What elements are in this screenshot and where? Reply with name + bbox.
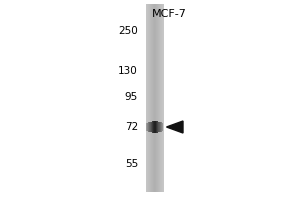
Bar	[159, 122, 160, 132]
Bar	[147, 4, 148, 192]
Bar	[157, 122, 158, 132]
Bar	[146, 123, 147, 131]
Bar	[151, 4, 152, 192]
Bar	[152, 122, 153, 132]
Bar	[156, 4, 157, 192]
Bar	[158, 122, 159, 132]
Bar	[156, 121, 157, 133]
Bar	[150, 122, 151, 132]
Bar	[158, 122, 159, 132]
Text: 95: 95	[125, 92, 138, 102]
Bar	[160, 4, 161, 192]
Bar	[160, 122, 161, 132]
Bar	[158, 4, 159, 192]
Bar	[146, 4, 147, 192]
Bar	[160, 122, 161, 132]
Bar	[146, 4, 147, 192]
Bar	[161, 122, 162, 132]
Bar	[162, 123, 163, 131]
Bar	[161, 4, 162, 192]
Bar	[152, 121, 153, 133]
Bar	[156, 121, 157, 133]
Bar	[157, 4, 158, 192]
Bar	[153, 121, 154, 133]
Bar	[160, 4, 161, 192]
Bar	[152, 4, 153, 192]
Bar	[150, 4, 151, 192]
Bar	[162, 4, 163, 192]
Bar	[155, 121, 156, 133]
Bar	[155, 4, 156, 192]
Bar	[147, 123, 148, 131]
Bar	[149, 122, 150, 132]
Bar	[156, 4, 157, 192]
Bar	[154, 4, 155, 192]
Bar	[155, 4, 156, 192]
Bar	[149, 4, 150, 192]
Text: 55: 55	[125, 159, 138, 169]
Bar	[162, 123, 163, 131]
Bar	[162, 4, 163, 192]
Bar	[157, 121, 158, 133]
Bar	[159, 4, 160, 192]
Bar	[148, 122, 149, 132]
Bar	[154, 121, 155, 133]
Text: 72: 72	[125, 122, 138, 132]
Text: 130: 130	[118, 66, 138, 76]
Text: 250: 250	[118, 26, 138, 36]
Bar	[154, 4, 155, 192]
Bar	[153, 121, 154, 133]
Bar	[148, 4, 149, 192]
Bar	[154, 121, 155, 133]
Bar	[147, 4, 148, 192]
Bar	[153, 4, 154, 192]
Bar	[158, 4, 159, 192]
Bar	[151, 122, 152, 132]
Bar	[149, 122, 150, 132]
Bar	[147, 123, 148, 131]
Polygon shape	[167, 121, 183, 133]
Bar	[157, 4, 158, 192]
Text: MCF-7: MCF-7	[152, 9, 187, 19]
Bar	[151, 122, 152, 132]
Bar	[163, 4, 164, 192]
